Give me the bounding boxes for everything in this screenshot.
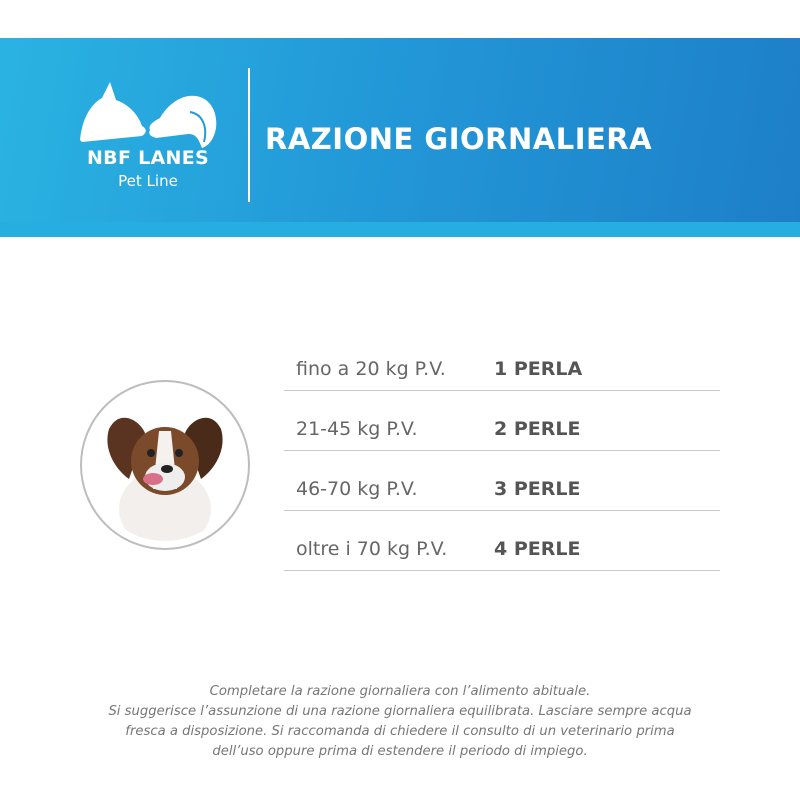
dose-amount: 2 PERLE [494, 418, 581, 440]
dose-amount: 3 PERLE [494, 478, 581, 500]
note-line: dell’uso oppure prima di estendere il pe… [212, 744, 588, 759]
header-strip [0, 222, 800, 237]
dog-photo-frame [80, 380, 250, 550]
dosage-row: 46-70 kg P.V. 3 PERLE [284, 472, 720, 511]
weight-range: 21-45 kg P.V. [296, 418, 418, 440]
dosage-row: fino a 20 kg P.V. 1 PERLA [284, 352, 720, 391]
page-title: RAZIONE GIORNALIERA [265, 122, 653, 156]
note-line: Completare la razione giornaliera con l’… [209, 684, 591, 699]
dosage-row: 21-45 kg P.V. 2 PERLE [284, 412, 720, 451]
weight-range: fino a 20 kg P.V. [296, 358, 446, 380]
cat-dog-logo-icon [80, 82, 217, 148]
dose-amount: 4 PERLE [494, 538, 581, 560]
header-divider [248, 68, 250, 202]
note-line: fresca a disposizione. Si raccomanda di … [125, 724, 675, 739]
weight-range: oltre i 70 kg P.V. [296, 538, 448, 560]
usage-notes: Completare la razione giornaliera con l’… [60, 682, 740, 762]
note-line: Si suggerisce l’assunzione di una razion… [108, 704, 692, 719]
dog-photo-icon [89, 389, 241, 541]
dose-amount: 1 PERLA [494, 358, 583, 380]
dosage-row: oltre i 70 kg P.V. 4 PERLE [284, 532, 720, 571]
brand-subtitle: Pet Line [118, 172, 178, 190]
brand-name: NBF LANES [86, 147, 210, 169]
weight-range: 46-70 kg P.V. [296, 478, 418, 500]
